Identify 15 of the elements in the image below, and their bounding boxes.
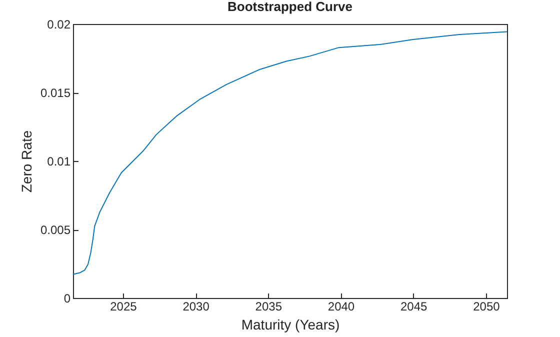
x-tick-label: 2045 <box>400 300 428 314</box>
chart-title: Bootstrapped Curve <box>228 0 352 14</box>
line-series <box>73 31 507 275</box>
y-tick-label: 0.02 <box>47 18 71 32</box>
x-tick-label: 2030 <box>182 300 210 314</box>
x-tick-label: 2035 <box>255 300 282 314</box>
y-tick-label: 0.005 <box>40 223 71 237</box>
x-tick-label: 2050 <box>473 300 500 314</box>
y-tick-label: 0 <box>64 292 71 306</box>
x-tick-label: 2025 <box>110 300 138 314</box>
y-tick-label: 0.01 <box>47 154 71 168</box>
y-tick-label: 0.015 <box>40 86 71 100</box>
x-tick-label: 2040 <box>328 300 355 314</box>
x-axis-title: Maturity (Years) <box>241 316 340 332</box>
y-axis-title: Zero Rate <box>18 130 34 193</box>
